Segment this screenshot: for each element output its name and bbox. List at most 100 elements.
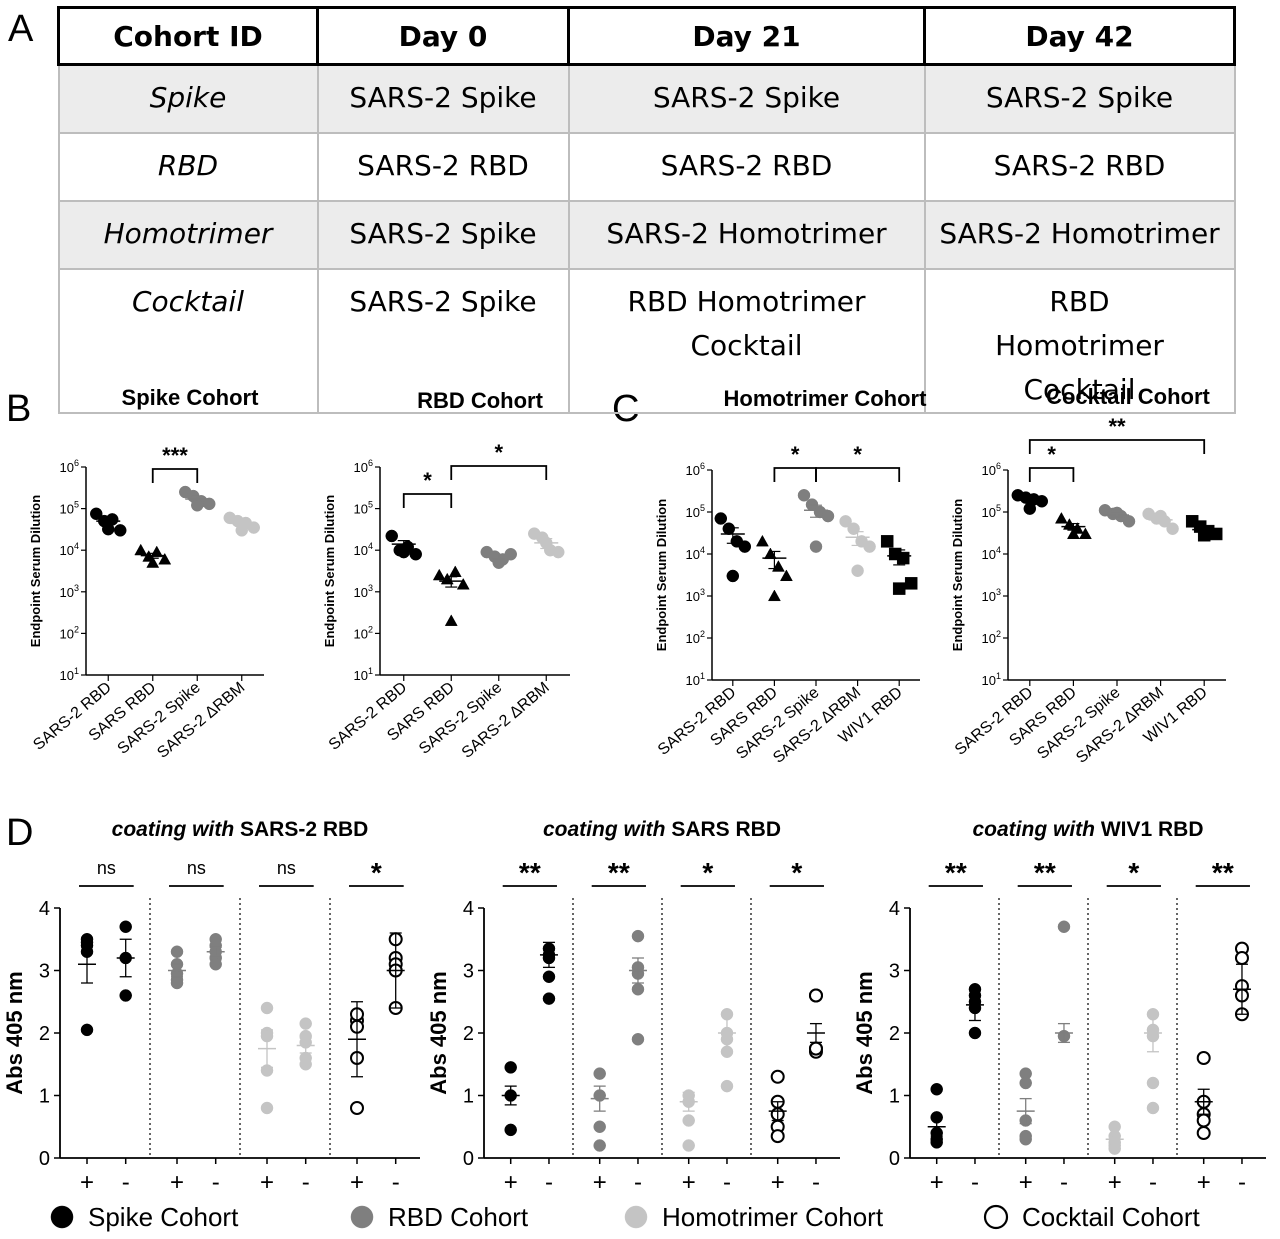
y-tick-label: 0 [889, 1148, 900, 1170]
data-point [1122, 515, 1136, 528]
table-cell: SARS-2 Spike [923, 63, 1236, 134]
y-tick-label: 2 [463, 1023, 474, 1045]
y-axis-label: Abs 405 nm [2, 971, 27, 1095]
y-tick-label: 106 [354, 458, 373, 475]
data-point [432, 568, 446, 581]
y-tick-label: 106 [686, 461, 705, 478]
table-cell: Cocktail [57, 268, 319, 414]
y-tick-label: 105 [60, 500, 79, 517]
data-point [299, 1051, 312, 1065]
chart-panel: Cocktail Cohort 101 102 103 104 105 106 Endpoin… [950, 384, 1226, 767]
data-point [682, 1114, 695, 1127]
data-point [1234, 951, 1249, 965]
chart-title: coating with WIV1 RBD [972, 818, 1203, 841]
panel-label-a: A [8, 8, 34, 50]
table-cell: SARS-2 Spike [316, 63, 570, 134]
data-point [90, 507, 103, 521]
significance-bracket [151, 468, 199, 483]
table-header: Day 42 [923, 6, 1236, 66]
y-axis-label: Endpoint Serum Dilution [322, 495, 337, 647]
x-tick-label: + [682, 1169, 696, 1196]
table-cell: Spike [57, 63, 319, 134]
y-axis-label: Endpoint Serum Dilution [654, 499, 669, 651]
data-point [80, 1023, 94, 1037]
data-point [542, 970, 556, 983]
data-point [1108, 1142, 1121, 1155]
data-point [851, 564, 864, 577]
x-tick-label: + [593, 1169, 607, 1196]
x-tick-label: - [1060, 1169, 1068, 1196]
y-tick-label: 101 [354, 666, 373, 683]
table-cell: SARS-2 Spike [316, 268, 570, 414]
data-point [714, 512, 728, 525]
significance-label: * [791, 857, 802, 888]
data-point [1146, 1101, 1160, 1115]
table-cell: SARS-2 Spike [567, 63, 926, 134]
x-tick-label: + [80, 1169, 94, 1196]
data-point [247, 521, 260, 534]
data-point [504, 1061, 517, 1074]
legend-marker [50, 1205, 74, 1229]
x-tick-label: + [771, 1169, 785, 1196]
x-tick-label: - [122, 1169, 130, 1196]
data-point [593, 1139, 606, 1152]
y-tick-label: 1 [889, 1086, 900, 1108]
data-point [809, 540, 823, 553]
table-cell: Homotrimer [57, 200, 319, 270]
data-point [892, 582, 906, 595]
data-point [260, 1101, 274, 1115]
data-point [552, 545, 565, 559]
significance-bracket [402, 493, 453, 508]
data-point [385, 529, 398, 543]
significance-label: * [494, 440, 503, 465]
x-tick-label: SARS-2 RBD [30, 679, 114, 754]
table-row: Spike SARS-2 Spike SARS-2 Spike SARS-2 S… [57, 63, 1236, 134]
significance-label: ** [1108, 414, 1126, 439]
significance-label: * [791, 442, 800, 467]
y-tick-label: 101 [686, 671, 705, 688]
legend-label: RBD Cohort [388, 1202, 529, 1232]
significance-label: ** [608, 857, 630, 888]
y-axis-label: Endpoint Serum Dilution [28, 495, 43, 647]
y-tick-label: 0 [39, 1148, 50, 1170]
data-point [1035, 495, 1049, 508]
data-point [1054, 511, 1068, 524]
x-tick-label: - [1149, 1169, 1157, 1196]
legend-label: Spike Cohort [88, 1202, 239, 1232]
chart-title: Homotrimer Cohort [724, 386, 928, 411]
x-tick-label: - [545, 1169, 553, 1196]
table-cell: SARS-2 Spike [316, 200, 570, 270]
data-point [779, 569, 793, 582]
y-tick-label: 3 [463, 961, 474, 983]
significance-bracket [815, 467, 901, 482]
data-point [720, 1079, 734, 1093]
legend: Spike Cohort RBD Cohort Homotrimer Cohort C… [50, 1202, 1201, 1232]
data-point [821, 509, 835, 523]
y-axis-label: Abs 405 nm [426, 971, 451, 1095]
data-point [797, 489, 811, 502]
data-point [863, 540, 876, 553]
significance-label: ns [277, 858, 296, 878]
y-tick-label: 102 [686, 629, 705, 646]
table-cell: RBD Homotrimer Cocktail [923, 268, 1236, 414]
table-header: Day 21 [567, 6, 926, 66]
x-tick-label: - [212, 1169, 220, 1196]
chart-panel: coating with SARS-2 RBD 0 1 2 3 4 Abs 405 nm + -… [2, 818, 420, 1196]
y-tick-label: 4 [39, 898, 50, 920]
y-tick-label: 103 [686, 587, 705, 604]
y-tick-label: 104 [60, 541, 79, 558]
legend-marker [350, 1205, 374, 1229]
data-point [839, 515, 852, 528]
y-axis-label: Endpoint Serum Dilution [950, 499, 965, 651]
table-row: RBD SARS-2 RBD SARS-2 RBD SARS-2 RBD [57, 132, 1236, 202]
legend-label: Cocktail Cohort [1022, 1202, 1201, 1232]
data-point [409, 547, 422, 561]
legend-marker [624, 1205, 648, 1229]
significance-label: * [1047, 442, 1056, 467]
x-tick-label: + [930, 1169, 944, 1196]
y-tick-label: 102 [60, 624, 79, 641]
significance-bracket [1028, 467, 1075, 482]
data-point [722, 522, 736, 535]
